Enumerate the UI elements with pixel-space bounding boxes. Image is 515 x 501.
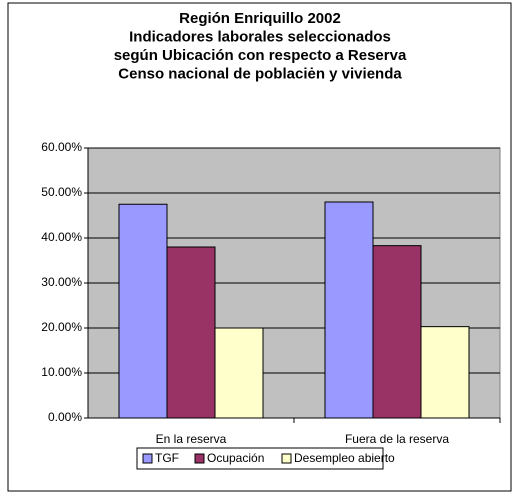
legend-box: [136, 447, 384, 470]
bar: [420, 326, 470, 419]
y-tick-label: 50.00%: [41, 185, 82, 199]
y-tick-label: 0.00%: [48, 410, 82, 424]
chart-title: Región Enriquillo 2002: [179, 10, 341, 27]
y-tick-label: 30.00%: [41, 275, 82, 289]
legend-label: Ocupación: [207, 451, 264, 465]
y-tick-label: 40.00%: [41, 230, 82, 244]
bar: [214, 327, 264, 419]
bar: [372, 245, 422, 419]
x-tick-label: En la reserva: [156, 432, 227, 446]
y-tick-label: 60.00%: [41, 140, 82, 154]
y-tick-label: 20.00%: [41, 320, 82, 334]
bar: [166, 246, 216, 419]
chart-title: Indicadores laborales seleccionados: [129, 28, 391, 45]
legend-label: Desempleo abierto: [294, 451, 395, 465]
legend-swatch: [142, 453, 153, 464]
bar: [118, 203, 168, 419]
x-tick-label: Fuera de la reserva: [345, 432, 449, 446]
legend-swatch: [281, 453, 292, 464]
chart-title: Censo nacional de poblaciėn y vivienda: [118, 65, 402, 82]
bar: [324, 201, 374, 419]
legend-label: TGF: [155, 451, 179, 465]
y-tick-label: 10.00%: [41, 365, 82, 379]
chart-title: según Ubicación con respecto a Reserva: [114, 47, 407, 64]
legend-swatch: [194, 453, 205, 464]
